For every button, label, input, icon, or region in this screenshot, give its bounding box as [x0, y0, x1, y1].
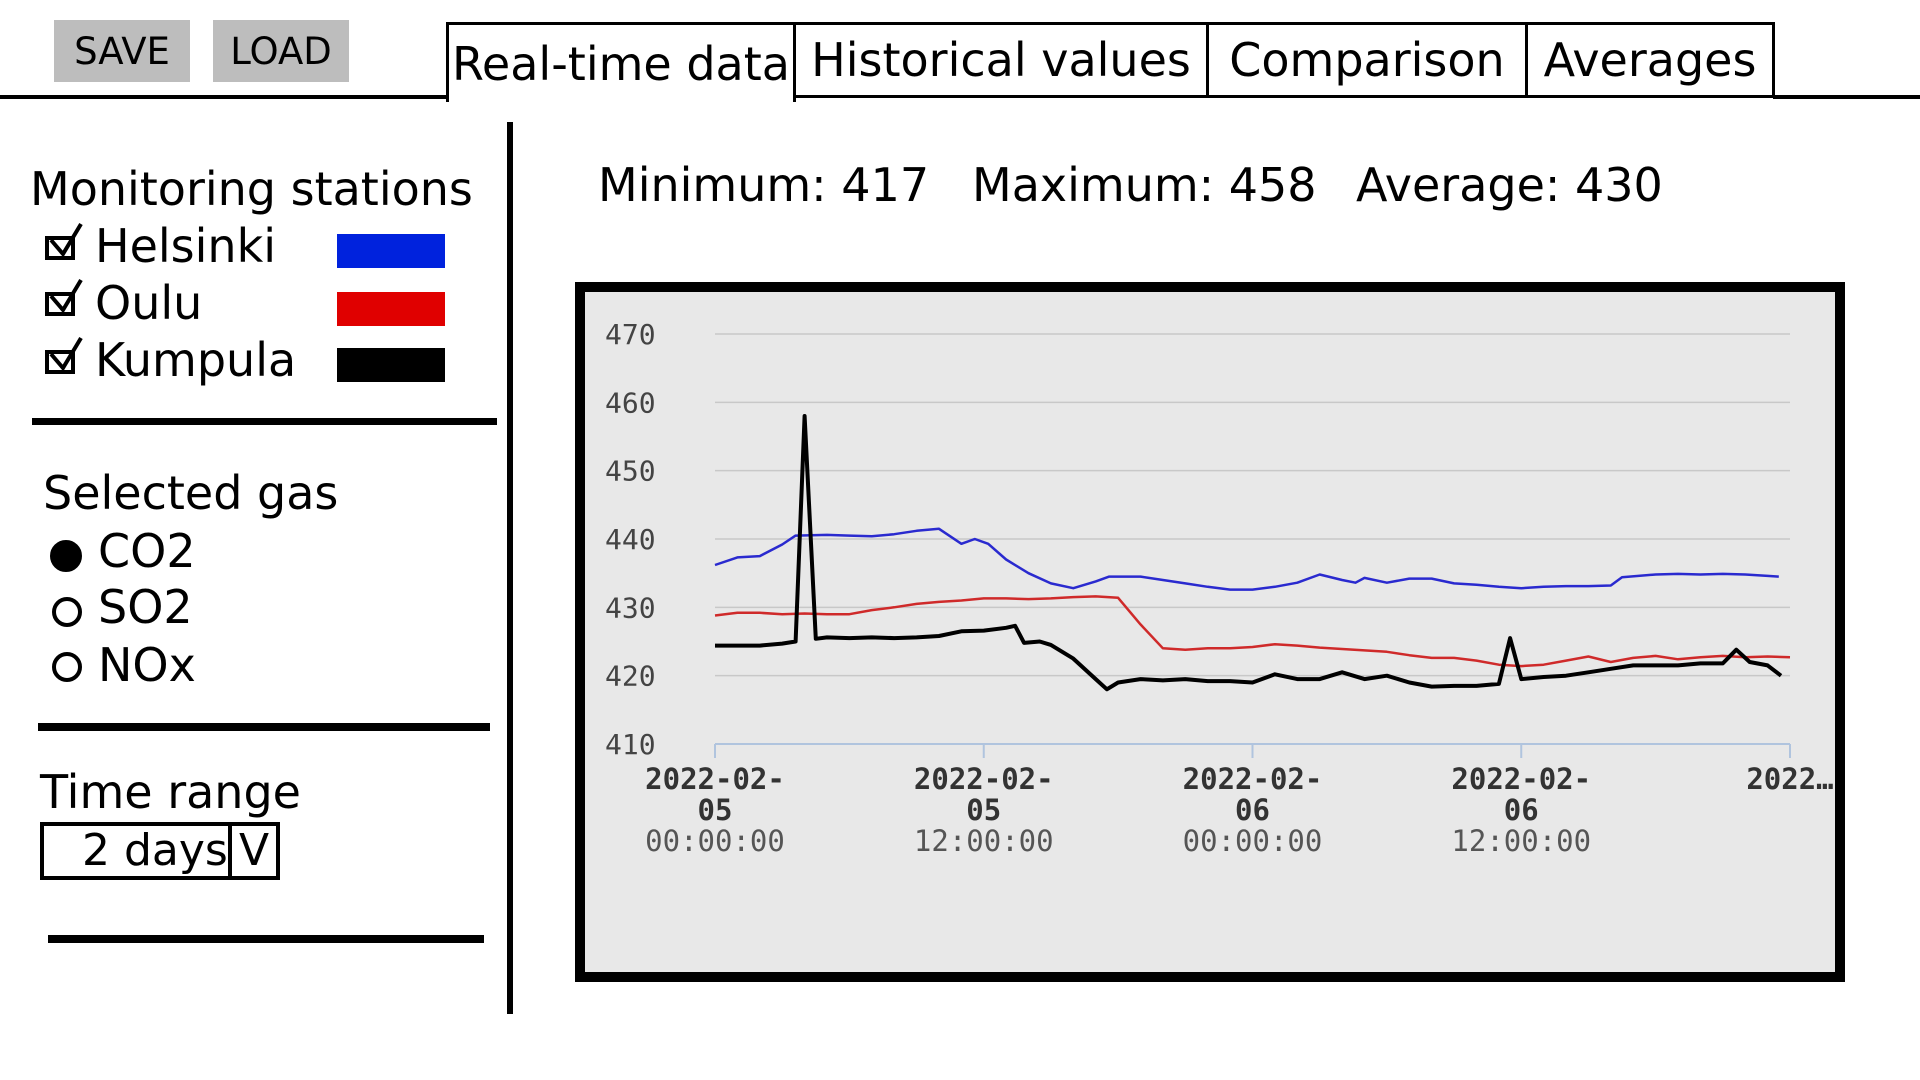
y-tick-label: 430: [605, 591, 656, 624]
stat-minimum: Minimum: 417: [598, 158, 930, 212]
x-tick-label: 2022-02-: [1183, 762, 1323, 796]
x-tick-label: 05: [698, 793, 733, 827]
y-tick-label: 460: [605, 386, 656, 419]
station-color-oulu: [337, 292, 445, 326]
tab-averages[interactable]: Averages: [1525, 22, 1775, 98]
station-checkbox-kumpula[interactable]: [45, 336, 83, 374]
stat-maximum: Maximum: 458: [972, 158, 1317, 212]
tab-real-time-data[interactable]: Real-time data: [446, 22, 796, 102]
station-checkbox-oulu[interactable]: [45, 278, 83, 316]
time-range-value: 2 days: [82, 825, 228, 876]
chevron-down-icon[interactable]: V: [228, 826, 276, 876]
x-tick-label: 00:00:00: [1183, 824, 1323, 858]
load-button[interactable]: LOAD: [213, 20, 349, 82]
stat-average: Average: 430: [1356, 158, 1663, 212]
x-tick-label: 12:00:00: [1451, 824, 1591, 858]
y-tick-label: 470: [605, 318, 656, 351]
x-tick-label: 2022-02-: [645, 762, 785, 796]
gas-label-co2: CO2: [98, 524, 196, 578]
sidebar-section-divider: [32, 418, 497, 425]
gas-title: Selected gas: [43, 466, 339, 520]
x-tick-label: 12:00:00: [914, 824, 1054, 858]
x-tick-label: 2022-02-: [914, 762, 1054, 796]
gas-label-so2: SO2: [98, 580, 193, 634]
station-label-kumpula: Kumpula: [95, 333, 297, 387]
x-tick-label: 06: [1504, 793, 1539, 827]
y-tick-label: 420: [605, 660, 656, 693]
sidebar-section-divider: [48, 935, 484, 943]
y-tick-label: 410: [605, 728, 656, 761]
series-line-helsinki: [714, 527, 1779, 591]
time-range-title: Time range: [40, 765, 301, 819]
gas-radio-co2[interactable]: [50, 540, 82, 572]
x-tick-label: 05: [966, 793, 1001, 827]
tab-historical-values[interactable]: Historical values: [793, 22, 1209, 98]
tab-comparison[interactable]: Comparison: [1206, 22, 1528, 98]
line-chart: 4104204304404504604702022-02-0500:00:002…: [605, 318, 1834, 858]
chart-frame: 410 420 430 440 450 460 470 2022-02- 05 00:00:00 2…: [575, 282, 1845, 982]
checkbox-checked-icon: [45, 278, 83, 316]
checkbox-checked-icon: [45, 222, 83, 260]
gas-radio-so2[interactable]: [52, 597, 82, 627]
series-line-kumpula: [715, 414, 1783, 692]
x-tick-label: 06: [1235, 793, 1270, 827]
sidebar-divider: [507, 122, 513, 1014]
save-button[interactable]: SAVE: [54, 20, 190, 82]
x-tick-label: 00:00:00: [645, 824, 785, 858]
x-tick-label: 2022-02-: [1451, 762, 1591, 796]
header-divider-right: [1773, 95, 1920, 99]
gas-label-nox: NOx: [98, 638, 196, 692]
x-tick-label: 2022…: [1746, 762, 1833, 796]
checkbox-checked-icon: [45, 336, 83, 374]
station-label-helsinki: Helsinki: [95, 219, 276, 273]
series-line-oulu: [714, 595, 1791, 668]
sidebar-section-divider: [38, 723, 490, 731]
y-tick-label: 440: [605, 523, 656, 556]
station-color-kumpula: [337, 348, 445, 382]
y-tick-label: 450: [605, 455, 656, 488]
station-checkbox-helsinki[interactable]: [45, 222, 83, 260]
time-range-select[interactable]: 2 days V: [40, 822, 280, 880]
stations-title: Monitoring stations: [30, 162, 473, 216]
station-label-oulu: Oulu: [95, 276, 203, 330]
gas-radio-nox[interactable]: [52, 652, 82, 682]
station-color-helsinki: [337, 234, 445, 268]
header-divider-left: [0, 95, 449, 99]
